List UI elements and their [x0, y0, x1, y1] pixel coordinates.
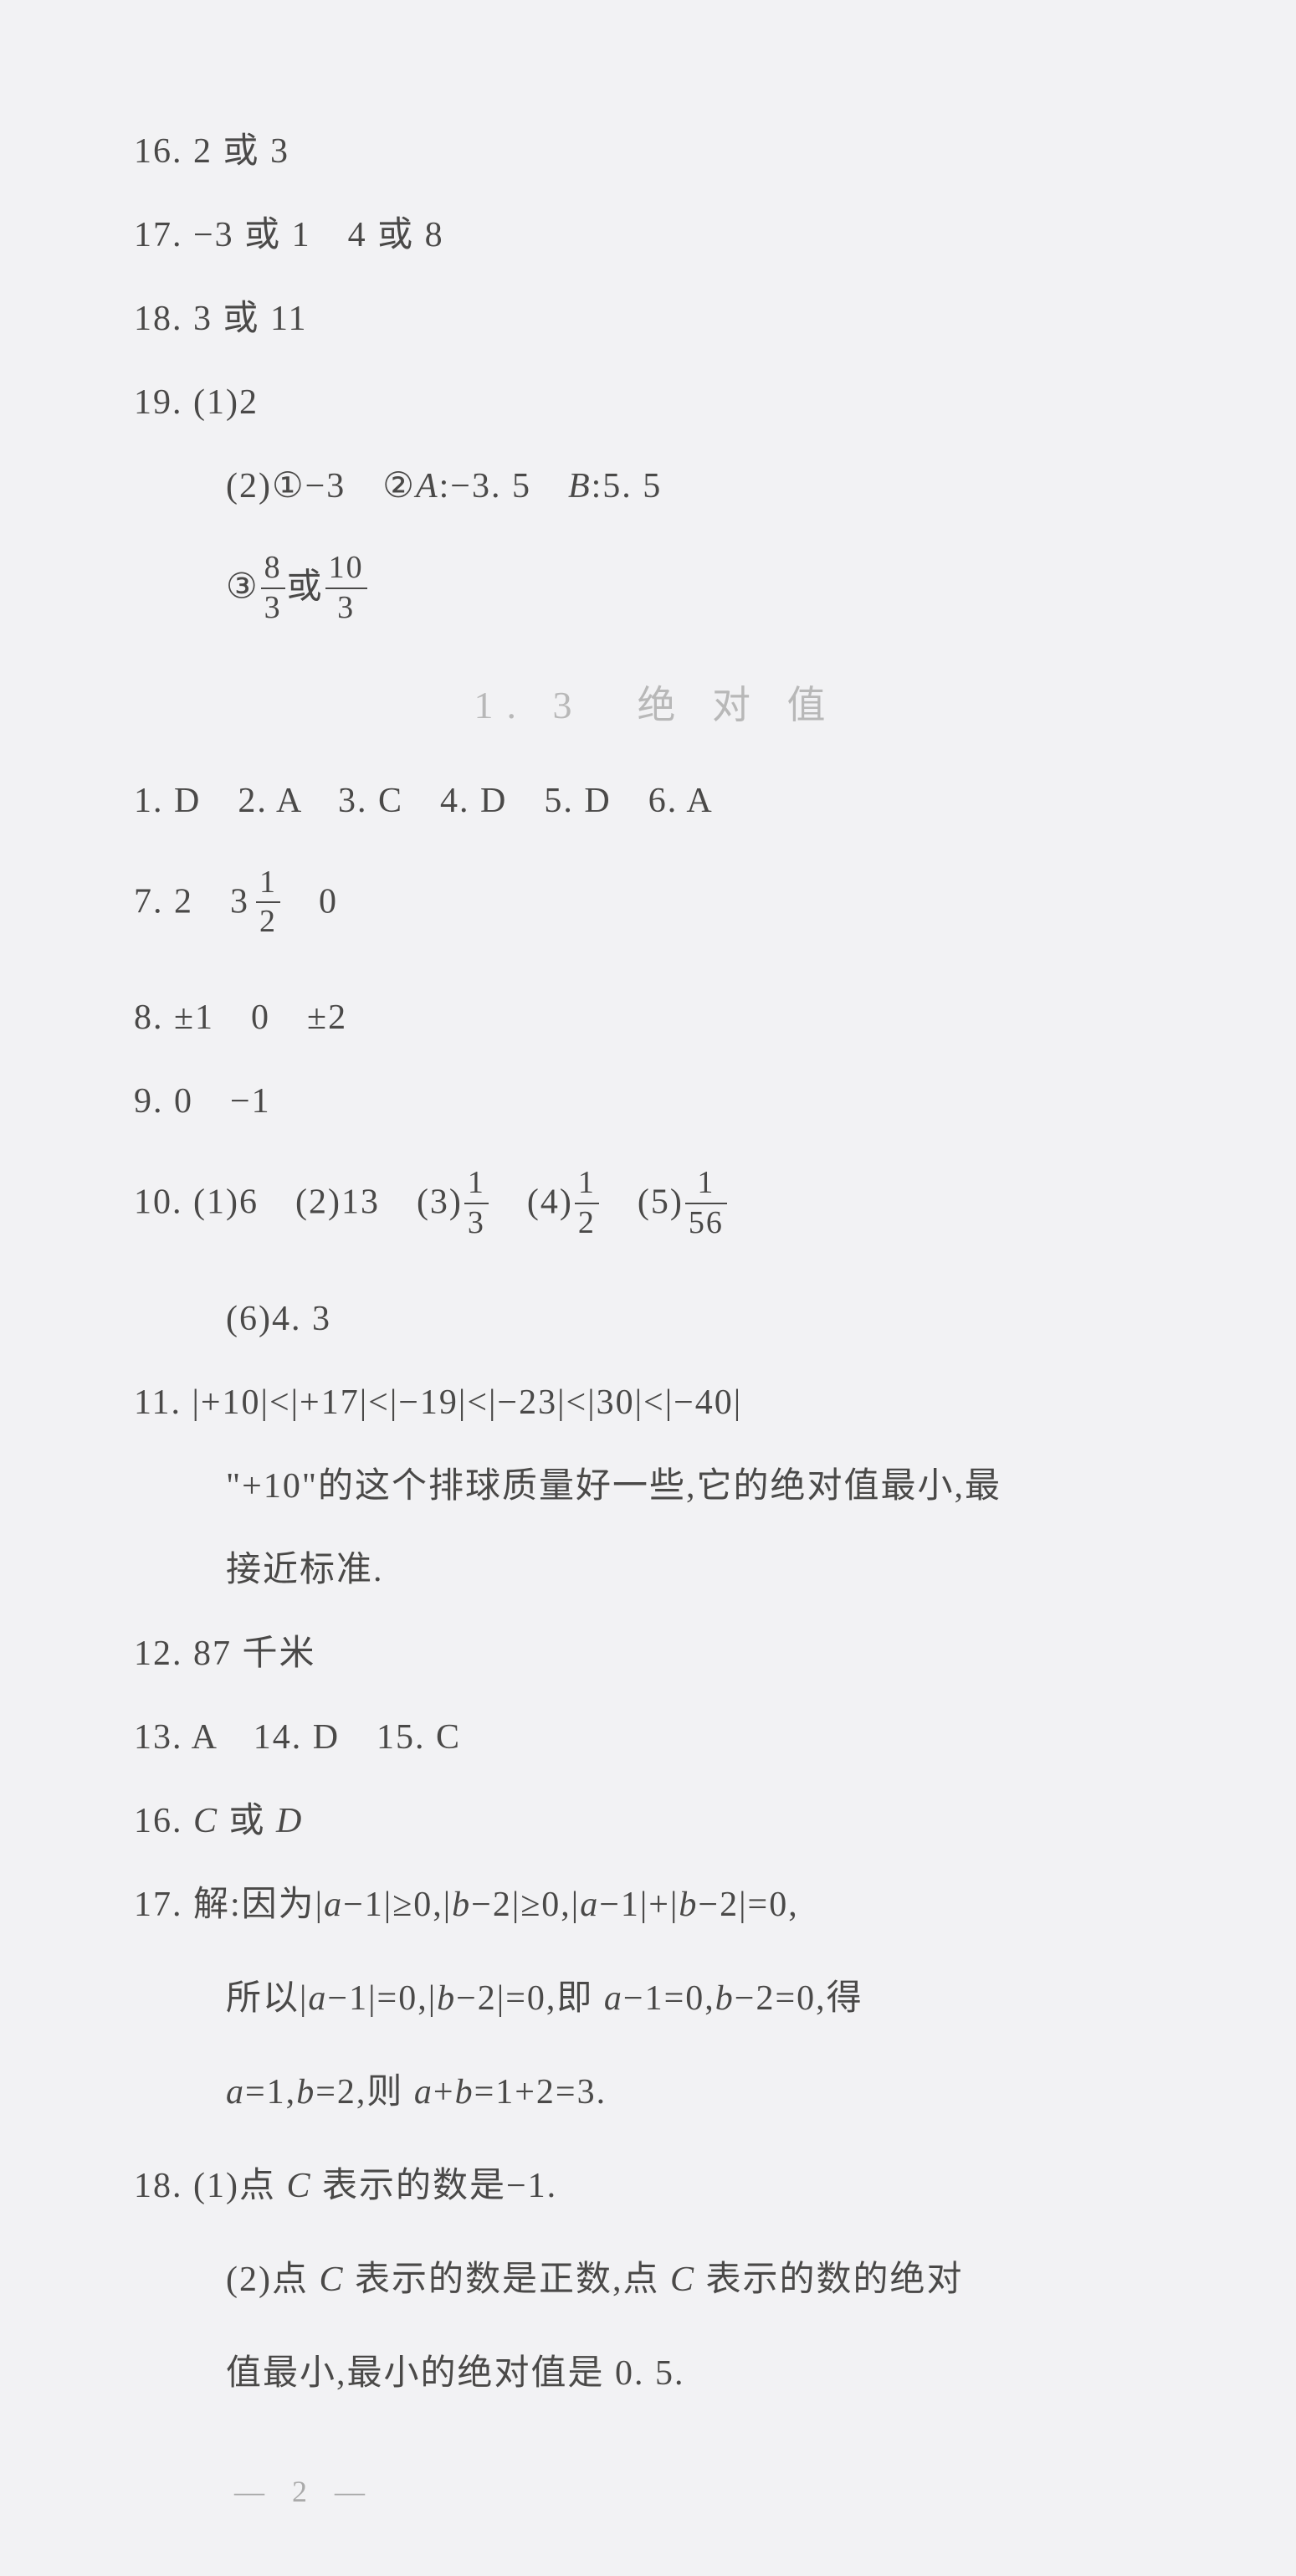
- denominator: 56: [685, 1204, 727, 1241]
- text: 16.: [134, 1802, 193, 1840]
- text: −1|+|: [599, 1886, 679, 1924]
- answer-18c: 值最小,最小的绝对值是 0. 5.: [134, 2356, 1179, 2391]
- page-number: — 2 —: [234, 2474, 375, 2509]
- answer-10b: (6)4. 3: [134, 1301, 1179, 1337]
- text: −1|≥0,|: [343, 1886, 452, 1924]
- text: −2=0,得: [735, 1979, 863, 2018]
- answer-17a: 17. 解:因为|a−1|≥0,|b−2|≥0,|a−1|+|b−2|=0,: [134, 1887, 1179, 1922]
- var-B: B: [568, 467, 592, 505]
- page-content: 16. 2 或 3 17. −3 或 1 4 或 8 18. 3 或 11 19…: [134, 134, 1179, 2391]
- answer-11c: 接近标准.: [134, 1552, 1179, 1588]
- answer-17: 17. −3 或 1 4 或 8: [134, 218, 1179, 253]
- fraction: 12: [256, 865, 280, 941]
- text: =1,: [245, 2073, 296, 2112]
- text: =2,则: [315, 2073, 414, 2112]
- numerator: 1: [685, 1166, 727, 1204]
- answer-8: 8. ±1 0 ±2: [134, 1000, 1179, 1035]
- answer-9: 9. 0 −1: [134, 1084, 1179, 1119]
- answer-10a: 10. (1)6 (2)13 (3)13 (4)12 (5)156: [134, 1167, 1179, 1243]
- var-A: A: [416, 467, 439, 505]
- text: +: [433, 2073, 455, 2112]
- var-a: a: [604, 1979, 623, 2018]
- text: (2)点: [226, 2260, 319, 2299]
- text: −2|=0,即: [456, 1979, 604, 2018]
- var-b: b: [437, 1979, 456, 2018]
- text: 0: [282, 882, 338, 921]
- var-a: a: [226, 2073, 245, 2112]
- text: ③: [226, 567, 259, 606]
- var-C: C: [193, 1802, 218, 1840]
- var-a: a: [308, 1979, 327, 2018]
- section-title: 1. 3 绝 对 值: [134, 686, 1179, 725]
- answer-18a: 18. (1)点 C 表示的数是−1.: [134, 2168, 1179, 2204]
- var-b: b: [455, 2073, 474, 2112]
- var-b: b: [296, 2073, 315, 2112]
- var-C: C: [286, 2167, 311, 2205]
- answer-19-3: ③83或103: [134, 552, 1179, 628]
- var-C: C: [319, 2260, 344, 2299]
- text: 表示的数是正数,点: [345, 2260, 671, 2299]
- fraction: 103: [325, 551, 367, 626]
- text: 10. (1)6 (2)13 (3): [134, 1183, 463, 1222]
- answers-13-15: 13. A 14. D 15. C: [134, 1720, 1179, 1755]
- var-b: b: [679, 1886, 698, 1924]
- denominator: 3: [261, 589, 285, 626]
- text: −2|=0,: [698, 1886, 798, 1924]
- var-a: a: [580, 1886, 599, 1924]
- answer-16: 16. 2 或 3: [134, 134, 1179, 169]
- numerator: 8: [261, 551, 285, 589]
- text: −1|=0,|: [327, 1979, 437, 2018]
- var-C: C: [670, 2260, 695, 2299]
- answers-1-6: 1. D 2. A 3. C 4. D 5. D 6. A: [134, 783, 1179, 818]
- var-a: a: [324, 1886, 343, 1924]
- text: (4): [490, 1183, 573, 1222]
- answer-16b: 16. C 或 D: [134, 1804, 1179, 1839]
- numerator: 10: [325, 551, 367, 589]
- denominator: 2: [575, 1204, 599, 1241]
- var-a: a: [414, 2073, 433, 2112]
- answer-11b: "+10"的这个排球质量好一些,它的绝对值最小,最: [134, 1469, 1179, 1504]
- text: 或: [218, 1802, 276, 1840]
- text: :5. 5: [592, 467, 663, 505]
- answer-19-2: (2)①−3 ②A:−3. 5 B:5. 5: [134, 469, 1179, 504]
- fraction: 12: [575, 1166, 599, 1241]
- text: −2|≥0,|: [471, 1886, 580, 1924]
- text: (5): [601, 1183, 684, 1222]
- denominator: 3: [464, 1204, 489, 1241]
- text: 或: [287, 567, 324, 606]
- answer-7: 7. 2 312 0: [134, 867, 1179, 942]
- text: 7. 2 3: [134, 882, 249, 921]
- var-b: b: [452, 1886, 471, 1924]
- answer-18b: (2)点 C 表示的数是正数,点 C 表示的数的绝对: [134, 2262, 1179, 2297]
- fraction: 156: [685, 1166, 727, 1241]
- numerator: 1: [256, 865, 280, 904]
- text: 表示的数的绝对: [695, 2260, 964, 2299]
- answer-17c: a=1,b=2,则 a+b=1+2=3.: [134, 2075, 1179, 2110]
- answer-12: 12. 87 千米: [134, 1636, 1179, 1671]
- denominator: 2: [256, 903, 280, 940]
- numerator: 1: [464, 1166, 489, 1204]
- answer-17b: 所以|a−1|=0,|b−2|=0,即 a−1=0,b−2=0,得: [134, 1981, 1179, 2016]
- text: =1+2=3.: [474, 2073, 607, 2112]
- text: 所以|: [226, 1979, 308, 2018]
- text: :−3. 5: [439, 467, 568, 505]
- var-D: D: [276, 1802, 303, 1840]
- text: −1=0,: [623, 1979, 715, 2018]
- answer-18: 18. 3 或 11: [134, 301, 1179, 336]
- fraction: 83: [261, 551, 285, 626]
- fraction: 13: [464, 1166, 489, 1241]
- var-b: b: [715, 1979, 735, 2018]
- answer-11a: 11. |+10|<|+17|<|−19|<|−23|<|30|<|−40|: [134, 1385, 1179, 1420]
- text: 18. (1)点: [134, 2167, 286, 2205]
- answer-19-1: 19. (1)2: [134, 385, 1179, 420]
- text: 17. 解:因为|: [134, 1886, 324, 1924]
- text: (2)①−3 ②: [226, 467, 416, 505]
- text: 表示的数是−1.: [312, 2167, 558, 2205]
- denominator: 3: [325, 589, 367, 626]
- numerator: 1: [575, 1166, 599, 1204]
